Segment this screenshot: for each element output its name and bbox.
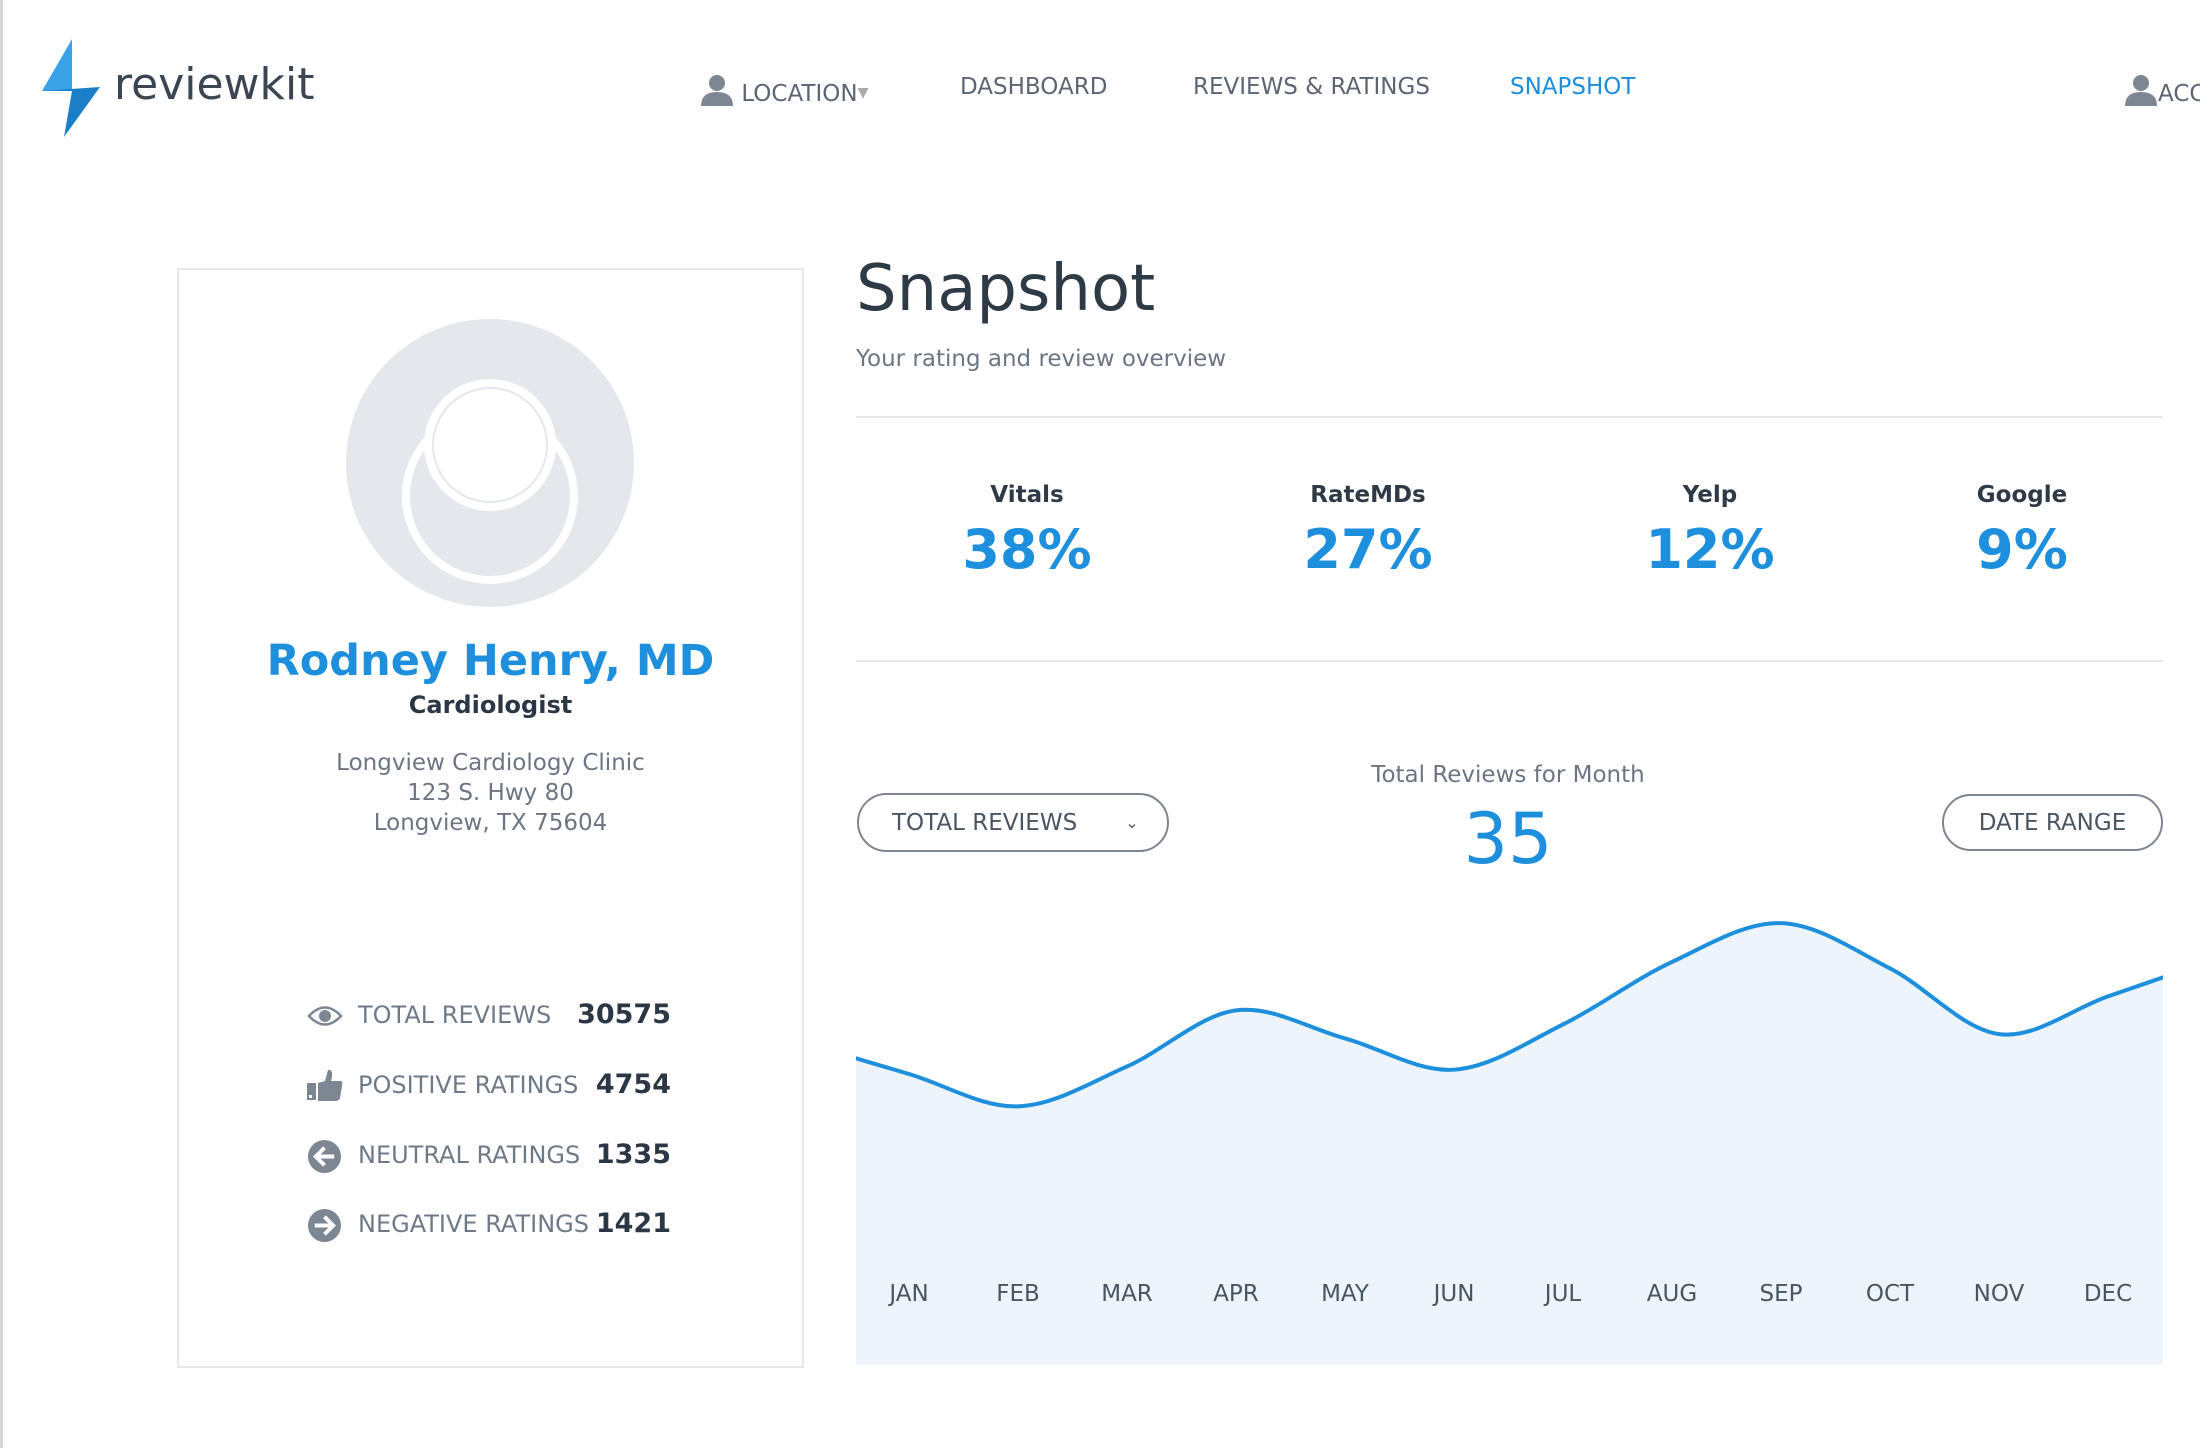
- logo[interactable]: reviewkit: [42, 39, 342, 137]
- metric-label-yelp: Yelp: [1682, 482, 1738, 508]
- metric-label-ratemds: RateMDs: [1310, 482, 1426, 508]
- chart-point-apr[interactable]: [1230, 1004, 1242, 1016]
- x-tick-label: MAY: [1321, 1281, 1369, 1307]
- page-title: Snapshot: [856, 252, 1156, 326]
- x-tick-label: SEP: [1759, 1281, 1803, 1307]
- page-subtitle: Your rating and review overview: [856, 346, 1227, 372]
- nav-location[interactable]: LOCATION▼: [700, 74, 868, 107]
- chart-point-jan[interactable]: [903, 1068, 915, 1080]
- stat-label-negative-ratings: NEGATIVE RATINGS: [358, 1210, 589, 1238]
- chart-point-aug[interactable]: [1666, 956, 1678, 968]
- reviews-area-chart: [856, 917, 2163, 1365]
- profile-card: [177, 268, 804, 1368]
- nav-snapshot[interactable]: SNAPSHOT: [1510, 74, 1636, 100]
- avatar-placeholder-icon: [346, 319, 634, 607]
- stat-value-negative-ratings: 1421: [595, 1208, 671, 1239]
- nav-account-label: ACC: [2158, 81, 2200, 107]
- metric-value-google: 9%: [1976, 518, 2068, 581]
- chart-point-dec[interactable]: [2102, 990, 2114, 1002]
- brand-name: reviewkit: [114, 59, 315, 110]
- month-total-label: Total Reviews for Month: [1371, 762, 1645, 788]
- doctor-name: Rodney Henry, MD: [266, 636, 715, 686]
- divider: [856, 416, 2163, 418]
- stat-value-positive-ratings: 4754: [595, 1069, 671, 1100]
- eye-icon: [307, 1006, 343, 1026]
- nav-location-label: LOCATION: [741, 81, 858, 107]
- x-tick-label: APR: [1213, 1281, 1259, 1307]
- nav-dashboard[interactable]: DASHBOARD: [960, 74, 1108, 100]
- metric-label-google: Google: [1976, 482, 2068, 508]
- thumbs-up-icon: [307, 1069, 343, 1101]
- x-tick-label: FEB: [996, 1281, 1040, 1307]
- arrow-left-circle-icon: [307, 1139, 342, 1174]
- x-tick-label: AUG: [1646, 1281, 1698, 1307]
- stat-label-positive-ratings: POSITIVE RATINGS: [358, 1071, 579, 1099]
- metric-type-dropdown[interactable]: TOTAL REVIEWS ⌄: [857, 793, 1169, 852]
- x-tick-label: JUL: [1544, 1281, 1582, 1307]
- caret-down-icon: ▼: [857, 85, 869, 101]
- metric-value-vitals: 38%: [962, 518, 1092, 581]
- nav-reviews-ratings[interactable]: REVIEWS & RATINGS: [1193, 74, 1430, 100]
- x-tick-label: JUN: [1433, 1281, 1475, 1307]
- chart-point-feb[interactable]: [1012, 1100, 1024, 1112]
- date-range-button[interactable]: DATE RANGE: [1942, 794, 2163, 851]
- metric-value-ratemds: 27%: [1303, 518, 1433, 581]
- chart-point-may[interactable]: [1339, 1032, 1351, 1044]
- chart-point-jun[interactable]: [1448, 1064, 1460, 1076]
- chart-point-sep[interactable]: [1775, 917, 1787, 929]
- stat-value-neutral-ratings: 1335: [595, 1139, 671, 1170]
- metric-type-dropdown-label: TOTAL REVIEWS: [892, 809, 1078, 836]
- metric-label-vitals: Vitals: [990, 482, 1064, 508]
- x-tick-label: NOV: [1973, 1281, 2025, 1307]
- lightning-bolt-icon: [42, 39, 100, 137]
- x-tick-label: OCT: [1865, 1281, 1915, 1307]
- chart-series-line: [856, 921, 2163, 1109]
- divider: [856, 660, 2163, 662]
- stat-label-total-reviews: TOTAL REVIEWS: [358, 1001, 552, 1029]
- metric-value-yelp: 12%: [1645, 518, 1775, 581]
- stat-value-total-reviews: 30575: [577, 999, 671, 1030]
- month-total-value: 35: [1463, 798, 1553, 880]
- doctor-specialty: Cardiologist: [408, 691, 573, 719]
- nav-account[interactable]: ACC: [2124, 74, 2200, 107]
- user-icon: [701, 75, 733, 106]
- stat-label-neutral-ratings: NEUTRAL RATINGS: [358, 1141, 581, 1169]
- x-tick-label: DEC: [2083, 1281, 2133, 1307]
- arrow-right-circle-icon: [307, 1208, 342, 1243]
- chart-point-jul[interactable]: [1557, 1018, 1569, 1030]
- chevron-down-icon: ⌄: [1125, 813, 1139, 832]
- clinic-street: 123 S. Hwy 80: [407, 780, 574, 806]
- chart-point-oct[interactable]: [1884, 962, 1896, 974]
- user-icon: [2125, 75, 2157, 106]
- chart-point-nov[interactable]: [1993, 1028, 2005, 1040]
- chart-point-mar[interactable]: [1121, 1060, 1133, 1072]
- x-tick-label: MAR: [1101, 1281, 1153, 1307]
- clinic-city: Longview, TX 75604: [373, 810, 608, 836]
- date-range-label: DATE RANGE: [1978, 809, 2127, 836]
- clinic-name: Longview Cardiology Clinic: [336, 750, 645, 776]
- x-tick-label: JAN: [889, 1281, 929, 1307]
